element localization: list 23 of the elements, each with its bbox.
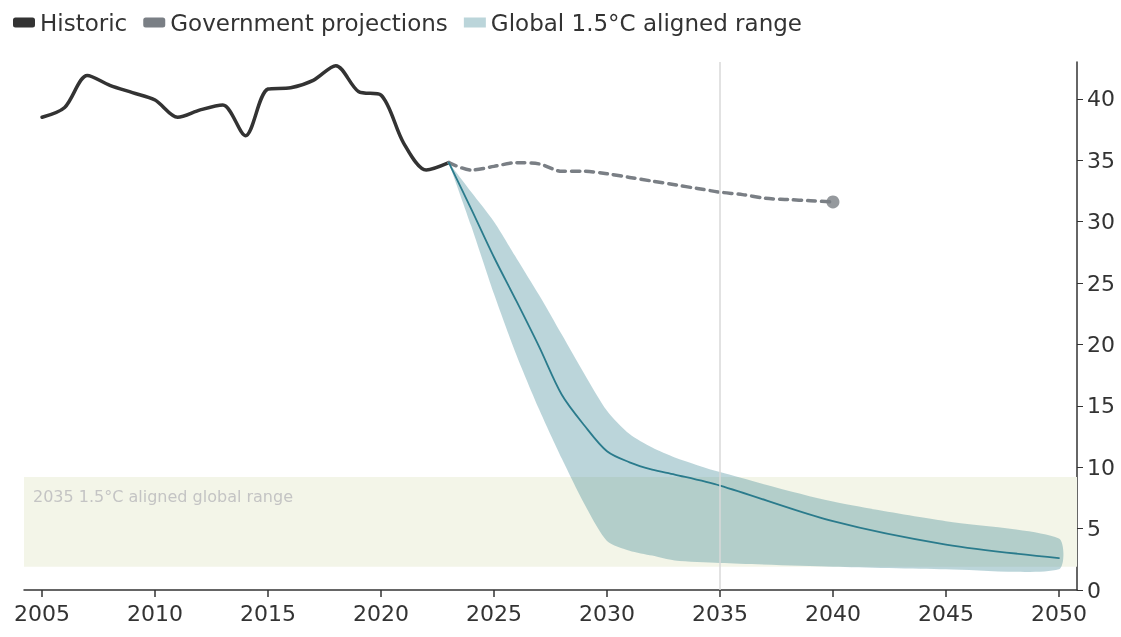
x-tick-label: 2040 bbox=[804, 600, 861, 626]
x-tick-label: 2015 bbox=[240, 600, 297, 626]
line-series bbox=[40, 63, 451, 172]
x-tick-label: 2045 bbox=[917, 600, 974, 626]
x-tick-label: 2050 bbox=[1030, 600, 1087, 626]
y-tick-label: 5 bbox=[1087, 516, 1101, 542]
legend-label: Historic bbox=[40, 9, 128, 36]
x-tick-label: 2005 bbox=[14, 600, 71, 626]
legend-label: Global 1.5°C aligned range bbox=[490, 9, 802, 36]
y-tick-label: 0 bbox=[1087, 577, 1101, 603]
x-tick-label: 2010 bbox=[127, 600, 184, 626]
y-tick-label: 25 bbox=[1087, 270, 1115, 296]
y-tick-label: 20 bbox=[1087, 331, 1115, 357]
y-tick-label: 40 bbox=[1087, 86, 1115, 112]
y-tick-label: 10 bbox=[1087, 454, 1115, 480]
y-tick-label: 15 bbox=[1087, 393, 1115, 419]
x-tick-label: 2020 bbox=[353, 600, 410, 626]
x-tick-label: 2035 bbox=[691, 600, 748, 626]
y-tick-label: 30 bbox=[1087, 209, 1115, 235]
legend-label: Government projections bbox=[170, 9, 448, 36]
x-tick-label: 2025 bbox=[466, 600, 523, 626]
x-tick-label: 2030 bbox=[578, 600, 635, 626]
y-tick-label: 35 bbox=[1087, 147, 1115, 173]
